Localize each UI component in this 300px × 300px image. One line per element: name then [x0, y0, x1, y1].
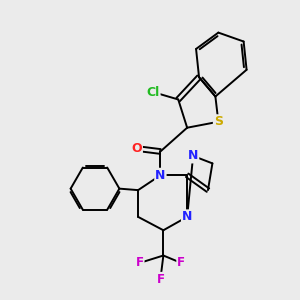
Text: S: S	[214, 115, 223, 128]
Text: O: O	[131, 142, 142, 155]
Text: F: F	[177, 256, 185, 269]
Text: N: N	[188, 149, 198, 162]
Text: F: F	[156, 273, 164, 286]
Text: N: N	[182, 210, 192, 224]
Text: Cl: Cl	[146, 85, 160, 98]
Text: F: F	[136, 256, 144, 269]
Text: N: N	[155, 169, 166, 182]
